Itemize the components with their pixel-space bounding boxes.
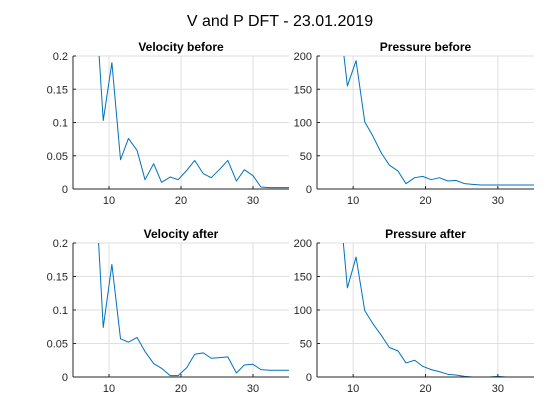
y-tick-label: 0 xyxy=(62,184,68,196)
x-tick-label: 30 xyxy=(492,383,504,395)
y-tick-label: 0.1 xyxy=(53,118,68,130)
pressure-before-title: Pressure before xyxy=(380,40,472,54)
y-tick-label: 0 xyxy=(306,184,312,196)
x-tick-label: 30 xyxy=(492,195,504,207)
y-tick-label: 100 xyxy=(294,305,312,317)
velocity-before-panel: 10 20 30 0 0.05 0.1 0.15 0.2 Velocity before xyxy=(47,40,289,207)
y-tick-label: 200 xyxy=(294,238,312,250)
velocity-before-title: Velocity before xyxy=(138,40,224,54)
pressure-after-title: Pressure after xyxy=(385,227,466,241)
x-tick-label: 30 xyxy=(247,383,259,395)
x-tick-label: 30 xyxy=(247,195,259,207)
x-tick-label: 10 xyxy=(103,383,115,395)
velocity-after-series-line xyxy=(98,243,289,377)
x-tick-label: 10 xyxy=(103,195,115,207)
y-tick-label: 0.15 xyxy=(47,84,68,96)
y-tick-label: 0.05 xyxy=(47,339,68,351)
velocity-after-title: Velocity after xyxy=(144,227,219,241)
y-tick-label: 0.15 xyxy=(47,272,68,284)
y-tick-label: 150 xyxy=(294,84,312,96)
x-tick-label: 20 xyxy=(175,195,187,207)
pressure-before-panel: 10 20 30 0 50 100 150 200 Pressure before xyxy=(294,40,534,207)
y-tick-label: 0.2 xyxy=(53,51,68,63)
pressure-after-panel: 10 20 30 0 50 100 150 200 Pressure after xyxy=(294,227,534,395)
y-tick-label: 200 xyxy=(294,51,312,63)
y-tick-label: 0 xyxy=(62,372,68,384)
x-tick-label: 20 xyxy=(419,195,431,207)
pressure-before-series-line xyxy=(343,56,534,186)
y-tick-label: 100 xyxy=(294,118,312,130)
y-tick-label: 150 xyxy=(294,272,312,284)
y-tick-label: 0.05 xyxy=(47,151,68,163)
pressure-after-series-line xyxy=(342,243,534,377)
subplot-grid: 10 20 30 0 0.05 0.1 0.15 0.2 Velocity before 10 20… xyxy=(47,40,534,395)
y-tick-label: 50 xyxy=(300,151,312,163)
y-tick-label: 0 xyxy=(306,372,312,384)
figure-title: V and P DFT - 23.01.2019 xyxy=(187,13,373,30)
y-tick-label: 0.1 xyxy=(53,305,68,317)
x-tick-label: 20 xyxy=(175,383,187,395)
x-tick-label: 20 xyxy=(419,383,431,395)
x-tick-label: 10 xyxy=(347,383,359,395)
velocity-before-series-line xyxy=(98,56,289,189)
x-tick-label: 10 xyxy=(347,195,359,207)
y-tick-label: 50 xyxy=(300,339,312,351)
y-tick-label: 0.2 xyxy=(53,238,68,250)
velocity-after-panel: 10 20 30 0 0.05 0.1 0.15 0.2 Velocity after xyxy=(47,227,289,395)
